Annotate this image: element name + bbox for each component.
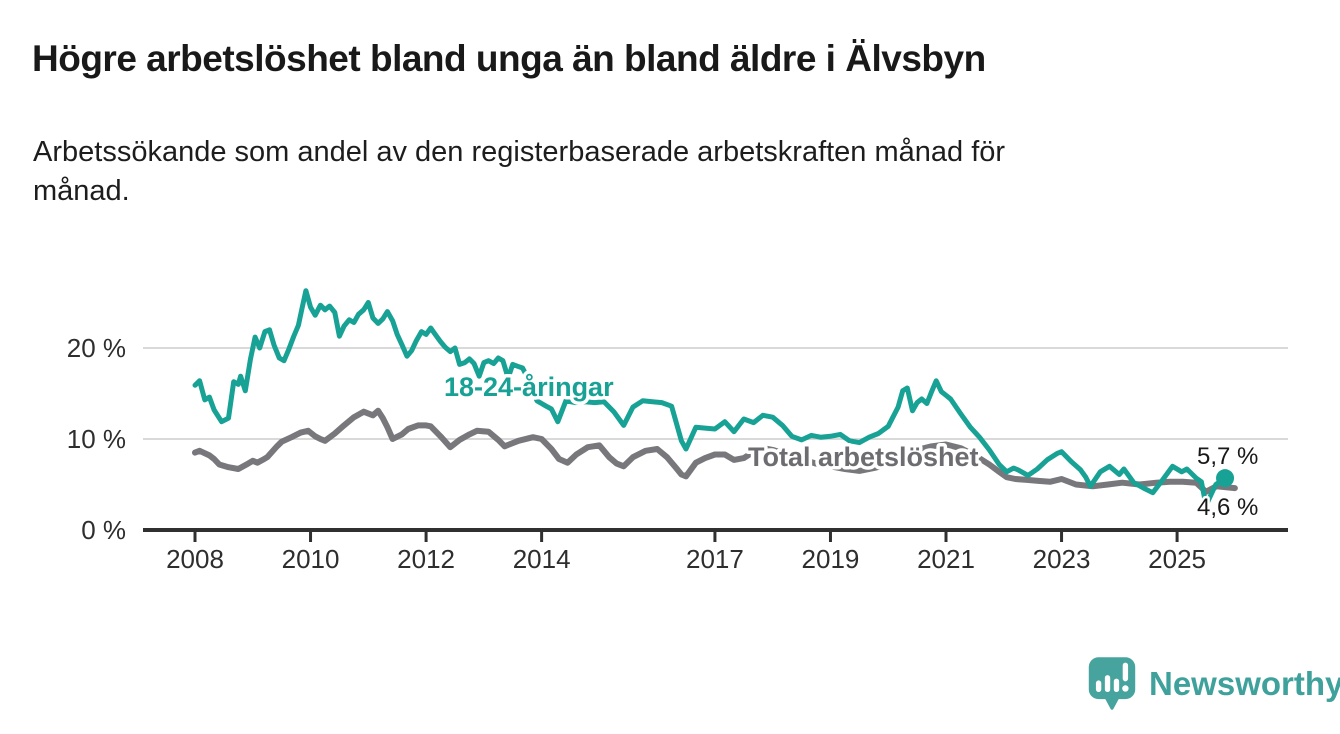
- y-tick-label-10: 10 %: [67, 424, 126, 454]
- logo-bar-2: [1104, 675, 1111, 693]
- chart-annotations: 18-24-åringar Total arbetslöshet 5,7 % 4…: [441, 369, 1261, 524]
- logo-exclamation-bar: [1122, 662, 1129, 682]
- end-value-label-total: 4,6 %: [1197, 494, 1258, 521]
- x-tick-label-2023: 2023: [1033, 544, 1091, 574]
- x-tick-label-2010: 2010: [282, 544, 340, 574]
- logo-exclamation-dot: [1122, 685, 1129, 692]
- series-label-youth: 18-24-åringar: [444, 372, 614, 402]
- series-lines: [192, 288, 1238, 508]
- logo-bar-3: [1113, 678, 1120, 693]
- end-value-label-youth: 5,7 %: [1197, 443, 1258, 470]
- newsworthy-logo-icon: [1088, 657, 1136, 710]
- y-axis: 0 % 10 % 20 %: [67, 333, 126, 545]
- series-label-total: Total arbetslöshet: [748, 442, 979, 472]
- x-tick-label-2012: 2012: [397, 544, 455, 574]
- x-tick-label-2019: 2019: [802, 544, 860, 574]
- series-end-dot: [1216, 469, 1235, 488]
- x-tick-label-2025: 2025: [1148, 544, 1206, 574]
- series-line-total-arbetslöshet: [192, 407, 1238, 495]
- x-tick-label-2021: 2021: [917, 544, 975, 574]
- gridlines: [143, 347, 1288, 440]
- logo-bar-1: [1095, 680, 1102, 693]
- x-tick-label-2017: 2017: [686, 544, 744, 574]
- y-tick-label-0: 0 %: [81, 515, 126, 545]
- chart-subtitle-line-1: Arbetssökande som andel av den registerb…: [33, 136, 1006, 168]
- y-tick-label-20: 20 %: [67, 333, 126, 363]
- newsworthy-logo: Newsworthy: [1087, 655, 1340, 713]
- newsworthy-logo-text: Newsworthy: [1149, 665, 1340, 702]
- x-tick-label-2008: 2008: [166, 544, 224, 574]
- x-tick-label-2014: 2014: [513, 544, 571, 574]
- series-line-18-24-åringar: [192, 288, 1228, 508]
- page-title: Högre arbetslöshet bland unga än bland ä…: [32, 38, 986, 79]
- x-axis: 2008 2010 2012 2014 2017 2019 2021 2023 2025: [143, 528, 1288, 574]
- chart-subtitle-line-2: månad.: [33, 175, 130, 207]
